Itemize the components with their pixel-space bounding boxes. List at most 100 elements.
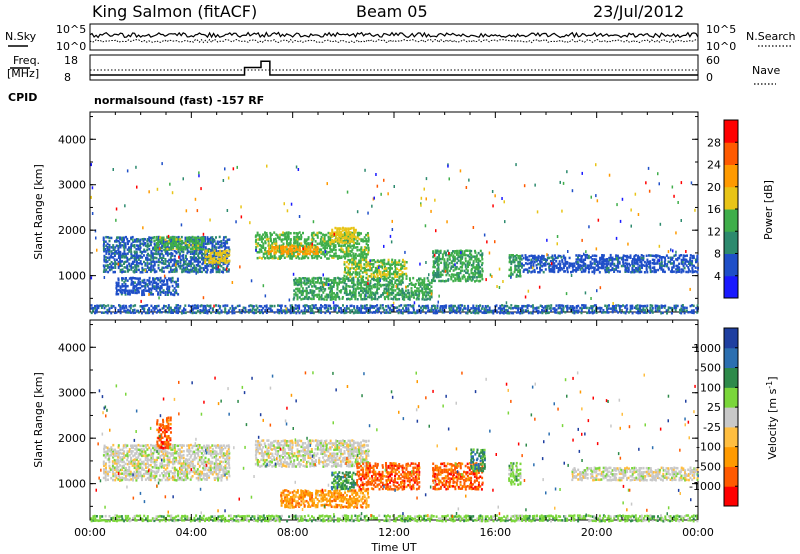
echo-cell [423,283,426,287]
echo-cell [334,238,337,242]
echo-cell [293,279,296,282]
echo-cell [561,258,564,262]
echo-cell [222,238,225,242]
echo-cell [593,311,596,314]
echo-cell [571,266,574,269]
echo-cell [672,270,675,273]
echo-cell [343,281,346,285]
echo-cell [638,258,641,261]
echo-cell [466,308,469,312]
echo-cell [641,266,643,270]
echo-cell [271,233,273,236]
echo-cell [653,270,656,274]
echo-cell [450,261,453,265]
echo-cell [399,293,402,296]
echo-speck [554,256,557,260]
echo-cell [530,254,533,257]
echo-cell [318,281,321,285]
echo-cell [128,268,130,272]
echo-cell [566,306,568,309]
echo-cell [119,264,122,268]
echo-cell [358,237,361,241]
echo-cell [137,277,140,280]
echo-cell [515,254,518,257]
echo-cell [297,232,299,235]
echo-cell [362,240,365,243]
echo-cell [361,306,364,309]
echo-cell [117,458,120,462]
echo-cell [503,304,506,308]
echo-cell [608,304,610,307]
echo-cell [213,257,216,260]
echo-cell [354,309,357,312]
echo-speck [446,220,448,224]
echo-speck [392,301,395,305]
echo-cell [345,254,348,258]
echo-cell [265,232,268,235]
echo-cell [92,306,95,310]
echo-cell [137,287,140,290]
echo-cell [371,306,374,309]
echo-cell [605,262,608,266]
echo-cell [640,262,643,266]
echo-cell [162,254,165,257]
echo-cell [260,235,263,238]
echo-cell [363,280,366,284]
echo-cell [331,239,333,242]
echo-cell [458,267,461,271]
echo-cell [274,247,277,250]
echo-cell [128,264,131,268]
echo-cell [289,257,292,260]
echo-cell [461,263,464,267]
echo-cell [228,248,231,252]
echo-cell [573,311,576,315]
echo-cell [398,273,401,276]
echo-cell [128,248,131,251]
echo-cell [541,265,544,268]
echo-cell [319,285,322,289]
echo-cell [226,255,229,258]
echo-cell [117,246,120,250]
echo-cell [364,256,366,260]
echo-cell [255,234,258,237]
echo-cell [117,478,120,481]
echo-cell [322,250,325,254]
echo-cell [365,246,368,250]
echo-cell [126,256,129,260]
echo-cell [153,248,156,252]
echo-cell [292,245,295,248]
echo-cell [195,268,198,272]
echo-cell [389,268,391,272]
echo-speck [550,262,553,266]
echo-cell [264,246,267,250]
echo-cell [284,245,287,249]
echo-speck [590,195,592,199]
echo-speck [659,222,662,226]
echo-cell [135,266,138,269]
echo-cell [457,279,460,282]
echo-cell [610,307,612,310]
echo-cell [607,307,610,310]
echo-cell [631,260,634,263]
echo-cell [465,249,468,252]
echo-cell [575,261,578,264]
echo-cell [298,252,301,256]
echo-cell [476,265,478,268]
echo-cell [286,248,289,251]
echo-cell [331,281,333,284]
echo-cell [638,268,641,271]
echo-speck [290,238,292,242]
echo-cell [113,466,116,469]
echo-cell [338,237,341,241]
echo-cell [307,242,310,245]
echo-cell [332,278,335,282]
echo-cell [472,266,475,269]
echo-cell [112,244,115,247]
echo-cell [626,266,629,269]
echo-cell [182,309,185,313]
echo-speck [393,185,395,188]
echo-cell [103,446,106,449]
echo-cell [208,237,210,241]
echo-cell [345,291,348,294]
echo-cell [365,304,368,307]
